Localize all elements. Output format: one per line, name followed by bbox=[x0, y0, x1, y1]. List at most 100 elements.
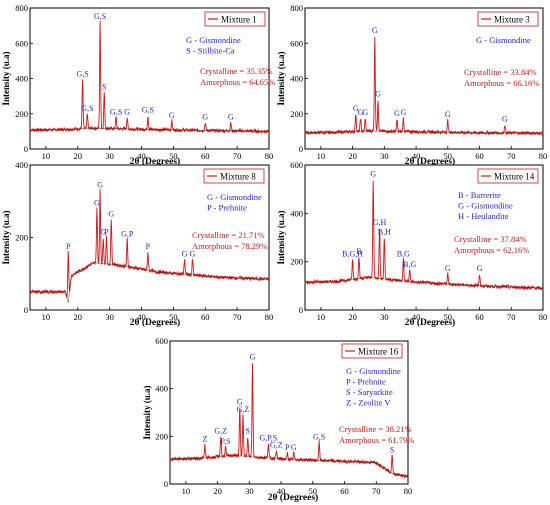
peak-label: G bbox=[477, 264, 483, 273]
legend-label: Mixture 1 bbox=[221, 15, 257, 25]
y-tick-label: 200 bbox=[290, 109, 303, 119]
peak-label: B,G bbox=[397, 249, 410, 258]
xrd-baseline bbox=[305, 130, 543, 134]
phase-key-entry: B - Barrerite bbox=[458, 190, 501, 200]
peak-label: G bbox=[353, 104, 359, 113]
peak-label: G bbox=[94, 199, 100, 208]
xrd-baseline bbox=[29, 127, 269, 132]
y-tick-label: 400 bbox=[155, 384, 168, 394]
y-axis-label: Intensity (u.a) bbox=[1, 51, 11, 105]
x-tick-label: 10 bbox=[42, 151, 51, 161]
y-tick-label: 0 bbox=[24, 305, 28, 315]
peak-label: G bbox=[445, 264, 451, 273]
xrd-trace bbox=[304, 180, 544, 291]
x-tick-label: 30 bbox=[380, 151, 389, 161]
peak-label: P bbox=[146, 242, 151, 251]
peak-label: G,P bbox=[121, 229, 134, 238]
x-tick-label: 80 bbox=[539, 151, 548, 161]
peak-label: G bbox=[394, 109, 400, 118]
peak-label: G,Z bbox=[237, 405, 250, 414]
y-tick-label: 400 bbox=[290, 74, 303, 84]
peak-label: G bbox=[291, 443, 297, 452]
y-tick-label: 200 bbox=[290, 257, 303, 267]
x-tick-label: 10 bbox=[317, 151, 326, 161]
peak-label: G bbox=[169, 111, 175, 120]
amorphous-percent: Amorphous = 78.29% bbox=[192, 241, 267, 251]
legend-box bbox=[341, 343, 403, 359]
phase-key-entry: H - Heulandite bbox=[458, 211, 509, 221]
x-tick-label: 20 bbox=[74, 312, 83, 322]
peak-label: G bbox=[445, 110, 451, 119]
x-tick-label: 70 bbox=[233, 151, 242, 161]
plot-frame bbox=[304, 7, 544, 150]
y-tick-label: 600 bbox=[15, 38, 28, 48]
amorphous-percent: Amorphous = 66.16% bbox=[464, 78, 539, 88]
legend-box bbox=[203, 168, 265, 184]
x-tick-label: 60 bbox=[201, 312, 210, 322]
x-tick-label: 70 bbox=[372, 486, 381, 496]
x-tick-label: 20 bbox=[74, 151, 83, 161]
y-tick-label: 600 bbox=[290, 160, 303, 170]
peak-label: B,G bbox=[403, 260, 416, 269]
chart-panel-3: 10 20 30 40 50 60 70 80 0 200 400 2θ (Degrees) Inten… bbox=[1, 160, 273, 328]
peak-label: G bbox=[370, 170, 376, 179]
peak-label: G,S bbox=[81, 104, 93, 113]
x-tick-label: 40 bbox=[412, 151, 421, 161]
phase-key-entry: S - Stilbite-Ca bbox=[186, 46, 235, 56]
x-tick-label: 30 bbox=[105, 312, 114, 322]
legend-box bbox=[204, 11, 266, 27]
peak-label: G bbox=[358, 108, 364, 117]
x-axis-label: 2θ (Degrees) bbox=[130, 317, 180, 328]
peak-label: G bbox=[372, 26, 378, 35]
amorphous-percent: Amorphous = 61.79% bbox=[339, 435, 414, 445]
peak-label: G,S bbox=[110, 107, 122, 116]
legend-box bbox=[477, 168, 539, 184]
crystalline-percent: Crystalline = 35.35% bbox=[200, 66, 273, 76]
phase-key-entry: G - Gismondine bbox=[186, 35, 241, 45]
peak-label: P bbox=[66, 242, 71, 251]
peak-label: G,S bbox=[94, 12, 106, 21]
peak-label: G bbox=[228, 113, 234, 122]
amorphous-percent: Amorphous = 64.65% bbox=[200, 77, 275, 87]
chart-panel-4: 10 20 30 40 50 60 70 80 0 200 400 600 2θ (Degrees) In… bbox=[276, 160, 547, 328]
x-tick-label: 70 bbox=[507, 312, 516, 322]
xrd-baseline bbox=[169, 455, 409, 478]
chart-panel-5: 10 20 30 40 50 60 70 80 0 200 400 600 2θ (Degrees) In… bbox=[142, 336, 414, 503]
peak-label: G bbox=[237, 398, 243, 407]
y-tick-label: 400 bbox=[290, 208, 303, 218]
legend-label: Mixture 14 bbox=[494, 172, 535, 182]
x-tick-label: 50 bbox=[444, 151, 453, 161]
peak-label: G bbox=[375, 90, 381, 99]
y-tick-label: 400 bbox=[15, 74, 28, 84]
xrd-baseline bbox=[30, 262, 270, 303]
x-axis-label: 2θ (Degrees) bbox=[268, 492, 318, 503]
y-tick-label: 0 bbox=[299, 305, 303, 315]
peak-label: G bbox=[362, 108, 368, 117]
y-axis-label: Intensity (u.a) bbox=[276, 51, 286, 105]
peak-label: G bbox=[502, 114, 508, 123]
y-axis-label: Intensity (u.a) bbox=[142, 385, 152, 439]
x-tick-label: 70 bbox=[233, 312, 242, 322]
x-tick-label: 80 bbox=[404, 486, 413, 496]
x-tick-label: 40 bbox=[137, 151, 146, 161]
phase-key-entry: P - Prehnite bbox=[207, 203, 247, 213]
x-tick-label: 60 bbox=[475, 312, 484, 322]
xrd-trace bbox=[169, 363, 409, 480]
x-tick-label: 80 bbox=[265, 312, 274, 322]
y-tick-label: 600 bbox=[155, 336, 168, 346]
peak-label: B,G,H bbox=[342, 249, 363, 258]
crystalline-percent: Crystalline = 21.71% bbox=[192, 230, 265, 240]
y-tick-label: 0 bbox=[24, 144, 28, 154]
x-tick-label: 60 bbox=[201, 151, 210, 161]
crystalline-percent: Crystalline = 38.21% bbox=[339, 424, 412, 434]
peak-label: P,S bbox=[221, 437, 231, 446]
peak-label: G,P,S bbox=[259, 433, 277, 442]
x-axis-label: 2θ (Degrees) bbox=[405, 156, 455, 167]
peak-label: S bbox=[246, 426, 250, 435]
peak-label: G,Z bbox=[214, 426, 227, 435]
x-tick-label: 10 bbox=[317, 312, 326, 322]
x-axis-label: 2θ (Degrees) bbox=[405, 317, 455, 328]
legend-box bbox=[477, 11, 539, 27]
crystalline-percent: Crystalline = 37.84% bbox=[454, 234, 527, 244]
